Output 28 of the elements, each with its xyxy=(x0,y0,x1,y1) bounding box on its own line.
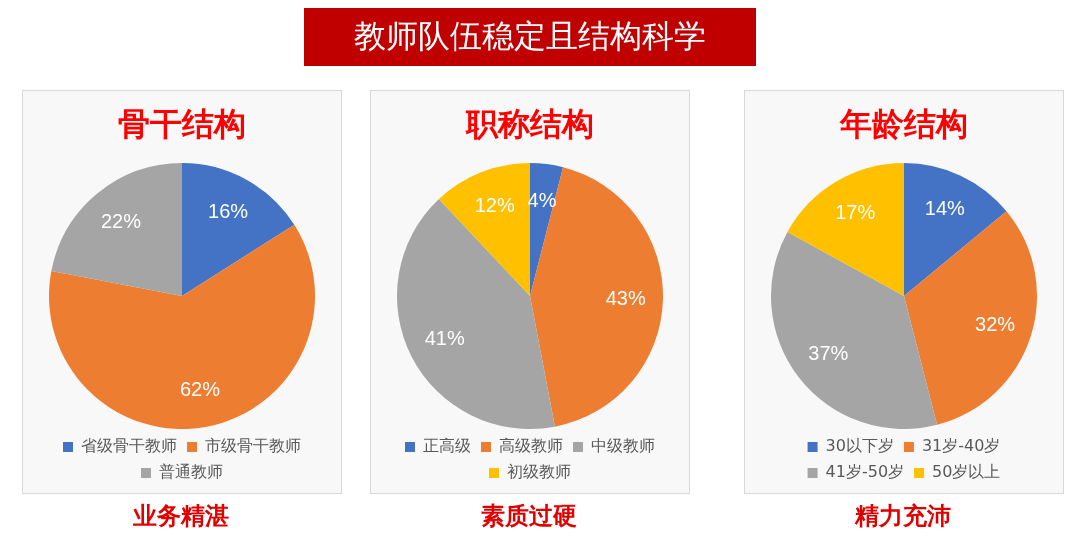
legend-label: 中级教师 xyxy=(591,436,655,456)
chart-title: 骨干结构 xyxy=(117,104,247,145)
data-label: 22% xyxy=(100,209,142,232)
legend-label: 普通教师 xyxy=(159,462,223,482)
legend-label: 正高级 xyxy=(423,436,471,456)
text: 素质过硬 xyxy=(480,501,578,532)
text: 教师队伍稳定且结构科学 xyxy=(304,8,756,66)
legend-label: 41岁-50岁 xyxy=(825,462,905,482)
data-label: 37% xyxy=(808,342,849,365)
chart-title: 职称结构 xyxy=(464,104,595,145)
legend-label: 初级教师 xyxy=(507,462,571,482)
legend-label: 30以下岁 xyxy=(825,436,894,456)
text: 业务精湛 xyxy=(132,501,230,532)
data-label: 16% xyxy=(208,199,249,222)
data-label: 14% xyxy=(924,196,965,219)
chart-title: 年龄结构 xyxy=(838,104,969,145)
legend-label: 高级教师 xyxy=(499,436,563,456)
legend-label: 省级骨干教师 xyxy=(81,436,177,456)
text: 精力充沛 xyxy=(853,501,952,532)
legend-label: 市级骨干教师 xyxy=(205,436,301,456)
data-label: 43% xyxy=(605,286,646,309)
data-label: 62% xyxy=(179,377,221,400)
legend-label: 50岁以上 xyxy=(932,462,1001,482)
data-label: 41% xyxy=(424,326,465,349)
data-label: 17% xyxy=(835,201,876,224)
data-label: 32% xyxy=(975,313,1016,336)
legend-label: 31岁-40岁 xyxy=(921,436,1001,456)
data-label: 12% xyxy=(474,194,515,217)
